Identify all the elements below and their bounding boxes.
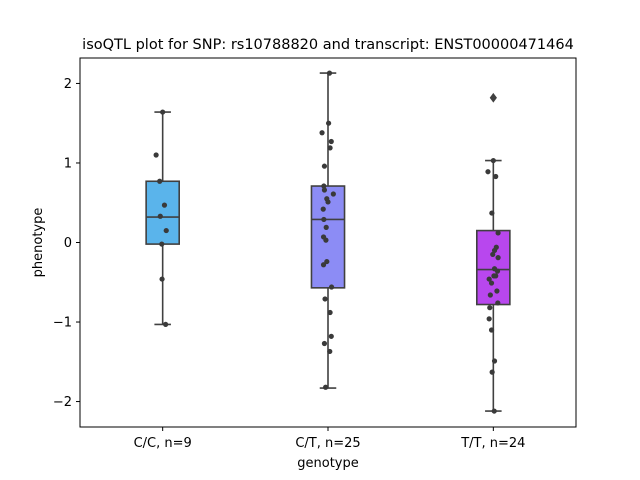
y-tick-label: −1 — [53, 316, 72, 331]
data-point — [320, 206, 326, 212]
x-axis: C/C, n=9 C/T, n=25 T/T, n=24 — [134, 427, 525, 451]
data-point — [488, 280, 495, 286]
data-point — [159, 276, 165, 282]
data-point — [490, 251, 496, 258]
data-point — [153, 152, 159, 158]
data-point — [488, 327, 495, 333]
data-point — [485, 169, 491, 175]
data-point — [328, 284, 335, 290]
points-layer — [153, 70, 501, 414]
box-1 — [145, 111, 180, 326]
data-point — [495, 300, 501, 306]
data-point — [489, 210, 495, 216]
data-point — [321, 340, 328, 347]
y-axis-label: phenotype — [31, 208, 46, 278]
data-point — [493, 173, 499, 180]
data-point — [325, 199, 331, 205]
data-point — [328, 333, 334, 339]
data-point — [323, 384, 329, 390]
data-point — [321, 216, 327, 223]
data-point — [330, 191, 336, 197]
data-point — [163, 321, 169, 328]
y-tick-label: −2 — [53, 395, 72, 410]
box-2 — [310, 72, 346, 389]
data-point — [487, 292, 493, 298]
data-point — [491, 247, 498, 254]
data-point — [157, 213, 163, 219]
x-tick-label: T/T, n=24 — [460, 436, 525, 451]
data-point — [328, 138, 334, 145]
data-point — [327, 145, 333, 151]
data-point — [489, 369, 495, 375]
y-tick-label: 0 — [64, 236, 72, 251]
data-point — [487, 305, 493, 311]
data-point — [327, 348, 333, 355]
y-tick-label: 1 — [64, 156, 72, 171]
data-point — [491, 266, 498, 272]
data-point — [494, 288, 500, 294]
x-tick-label: C/T, n=25 — [295, 436, 360, 451]
data-point — [486, 316, 492, 322]
data-point — [157, 178, 163, 184]
data-point — [160, 109, 166, 115]
data-point — [163, 227, 169, 234]
x-axis-label: genotype — [297, 456, 358, 471]
data-point — [159, 241, 165, 247]
data-point — [491, 358, 498, 364]
data-point — [495, 255, 501, 261]
data-point — [323, 224, 329, 230]
data-point — [326, 70, 333, 76]
iqr-box — [145, 180, 180, 245]
y-tick-label: 2 — [64, 77, 72, 92]
x-tick-label: C/C, n=9 — [134, 436, 192, 451]
data-point — [321, 163, 328, 169]
outlier-point — [489, 92, 497, 103]
data-point — [320, 262, 327, 268]
data-point — [324, 258, 330, 265]
data-point — [491, 408, 497, 414]
data-point — [323, 237, 329, 243]
y-axis: −2 −1 0 1 2 — [53, 77, 80, 410]
data-point — [319, 130, 325, 136]
data-point — [327, 309, 333, 316]
data-point — [322, 296, 328, 302]
data-point — [495, 230, 501, 236]
data-point — [486, 276, 492, 282]
data-point — [321, 183, 327, 189]
data-point — [325, 120, 332, 126]
data-point — [161, 202, 168, 208]
data-point — [490, 157, 496, 164]
data-point — [321, 187, 328, 193]
boxes-layer — [145, 72, 511, 412]
chart-title: isoQTL plot for SNP: rs10788820 and tran… — [82, 37, 574, 53]
data-point — [493, 273, 499, 279]
